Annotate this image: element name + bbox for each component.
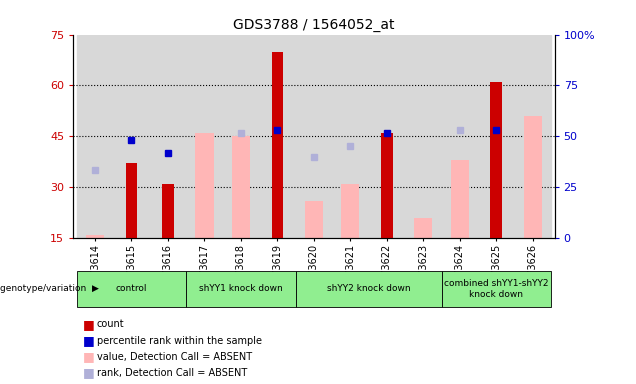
- Bar: [223, 35, 259, 238]
- Bar: [342, 184, 359, 238]
- Bar: [162, 184, 174, 238]
- Bar: [381, 133, 392, 238]
- Bar: [113, 35, 149, 238]
- Text: ■: ■: [83, 350, 94, 363]
- Text: combined shYY1-shYY2
knock down: combined shYY1-shYY2 knock down: [444, 279, 548, 299]
- Bar: [451, 160, 469, 238]
- Bar: [232, 136, 250, 238]
- Text: genotype/variation  ▶: genotype/variation ▶: [0, 285, 99, 293]
- Bar: [478, 35, 515, 238]
- Bar: [405, 35, 441, 238]
- Bar: [369, 35, 405, 238]
- Text: ■: ■: [83, 318, 94, 331]
- Bar: [77, 35, 113, 238]
- Text: count: count: [97, 319, 124, 329]
- Bar: [259, 35, 296, 238]
- Text: control: control: [116, 285, 148, 293]
- Bar: [332, 35, 369, 238]
- Bar: [515, 35, 551, 238]
- Bar: [296, 35, 332, 238]
- Text: shYY1 knock down: shYY1 knock down: [199, 285, 283, 293]
- Text: value, Detection Call = ABSENT: value, Detection Call = ABSENT: [97, 352, 252, 362]
- Bar: [195, 133, 214, 238]
- Bar: [490, 82, 502, 238]
- Bar: [523, 116, 542, 238]
- Text: rank, Detection Call = ABSENT: rank, Detection Call = ABSENT: [97, 368, 247, 378]
- Bar: [272, 51, 283, 238]
- Text: percentile rank within the sample: percentile rank within the sample: [97, 336, 261, 346]
- Bar: [186, 35, 223, 238]
- Bar: [441, 35, 478, 238]
- Bar: [126, 164, 137, 238]
- Text: shYY2 knock down: shYY2 knock down: [327, 285, 410, 293]
- Bar: [305, 201, 323, 238]
- Bar: [149, 35, 186, 238]
- Bar: [414, 218, 432, 238]
- Title: GDS3788 / 1564052_at: GDS3788 / 1564052_at: [233, 18, 394, 32]
- Bar: [86, 235, 104, 238]
- Text: ■: ■: [83, 334, 94, 347]
- Text: ■: ■: [83, 366, 94, 379]
